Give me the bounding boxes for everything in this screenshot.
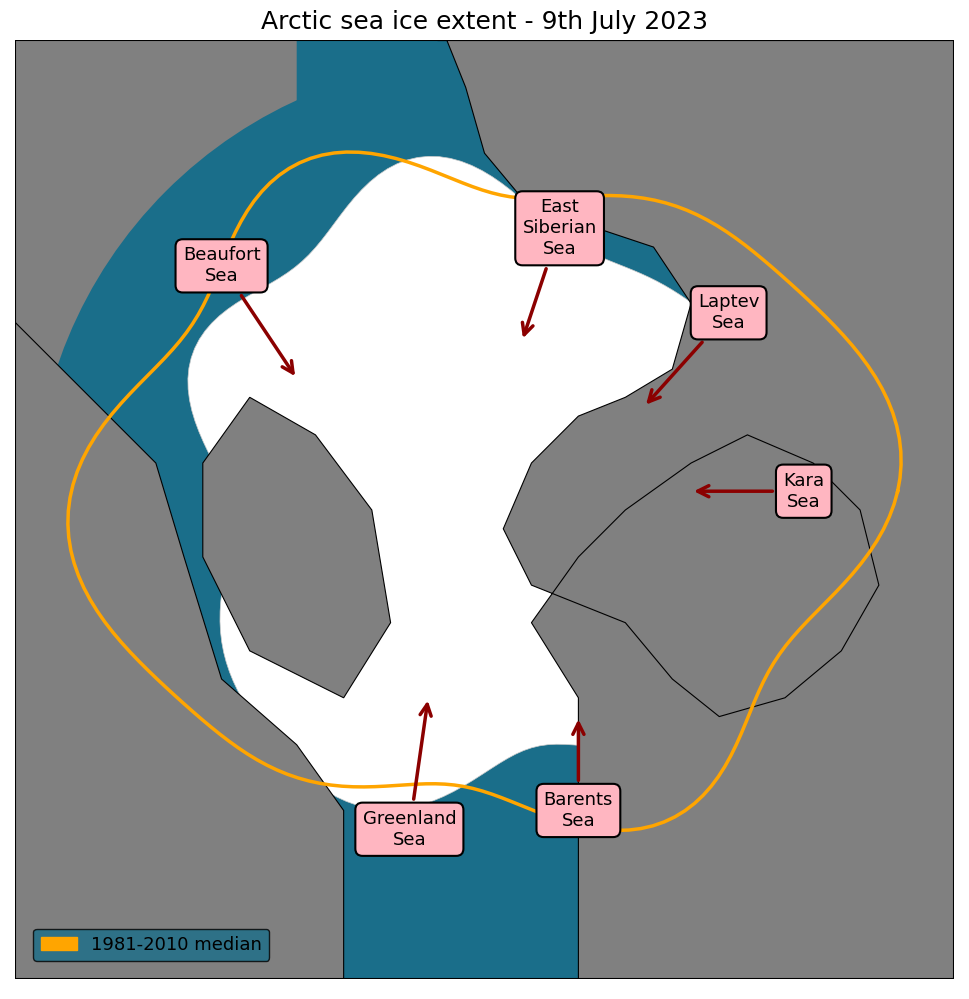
Polygon shape [15, 370, 184, 791]
Text: Barents
Sea: Barents Sea [544, 723, 613, 830]
Title: Arctic sea ice extent - 9th July 2023: Arctic sea ice extent - 9th July 2023 [261, 10, 708, 34]
1981-2010 median [838, 577, 850, 589]
Polygon shape [15, 41, 954, 979]
Polygon shape [438, 41, 954, 979]
Circle shape [34, 59, 935, 961]
Polygon shape [15, 323, 344, 979]
1981-2010 median [340, 146, 352, 158]
1981-2010 median [605, 190, 616, 202]
Text: Laptev
Sea: Laptev Sea [648, 294, 760, 402]
Polygon shape [188, 156, 830, 810]
1981-2010 median [891, 486, 903, 498]
Legend: 1981-2010 median: 1981-2010 median [33, 929, 269, 961]
Text: Kara
Sea: Kara Sea [698, 472, 825, 510]
1981-2010 median [780, 639, 792, 651]
Line: 1981-2010 median: 1981-2010 median [68, 152, 901, 830]
1981-2010 median [447, 173, 458, 185]
Polygon shape [203, 398, 391, 697]
Polygon shape [297, 41, 672, 182]
Text: East
Siberian
Sea: East Siberian Sea [522, 199, 597, 335]
1981-2010 median [846, 339, 858, 351]
Text: Greenland
Sea: Greenland Sea [362, 704, 456, 849]
1981-2010 median [891, 486, 903, 498]
Text: Beaufort
Sea: Beaufort Sea [183, 247, 293, 373]
1981-2010 median [610, 824, 622, 836]
Polygon shape [62, 492, 907, 979]
1981-2010 median [876, 383, 888, 395]
